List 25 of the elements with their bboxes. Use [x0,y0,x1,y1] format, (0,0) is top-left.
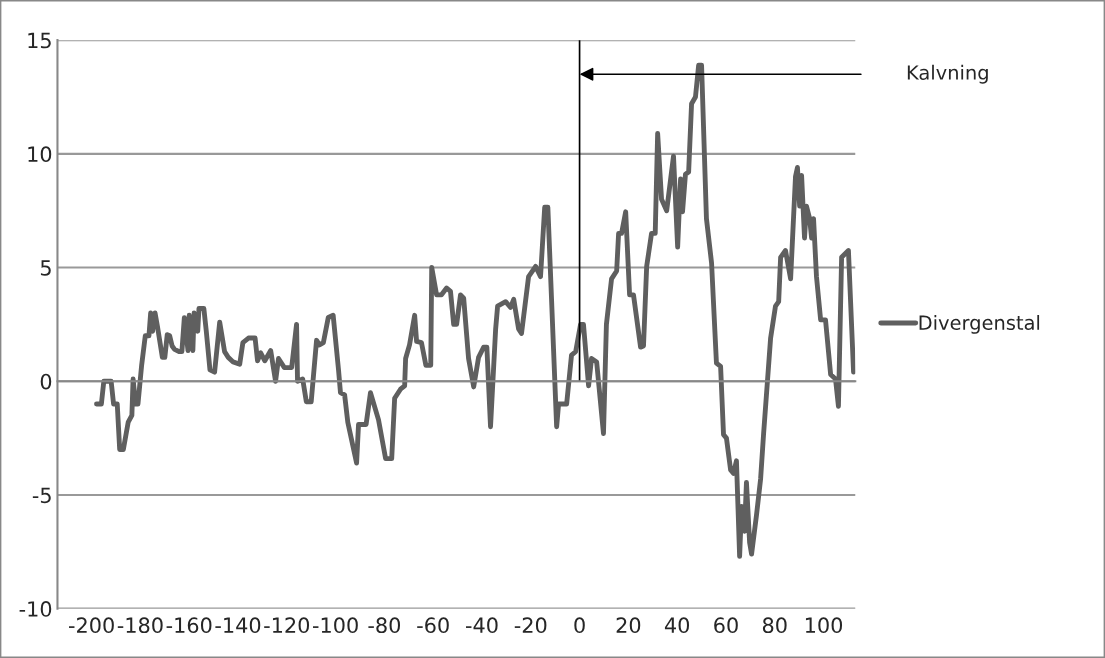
y-tick-label: 5 [40,260,51,276]
x-tick-label: -200 [68,617,114,634]
x-tick-label: -60 [417,617,449,634]
y-tick-label: -5 [32,487,51,504]
line-series [94,62,856,559]
y-tick-label: 0 [40,373,52,390]
legend-label: Divergenstal [919,314,1040,334]
x-tick-label: -100 [312,617,358,634]
x-tick-label: 40 [664,617,690,634]
ref-line-label: Kalvning [907,64,988,84]
x-tick-label: 0 [574,617,585,634]
x-tick-label: 60 [714,617,738,634]
x-tick-label: -140 [215,617,261,634]
x-tick-label: 100 [805,617,843,634]
x-tick-label: 20 [616,617,641,634]
y-tick-label: 10 [28,146,52,163]
y-tick-label: 15 [28,32,51,49]
x-tick-label: -40 [465,617,498,634]
x-tick-label: -120 [264,617,310,634]
x-tick-label: -20 [514,617,547,634]
x-tick-label: -180 [117,617,163,634]
y-tick-label: -10 [19,601,52,617]
x-tick-label: -160 [166,617,212,634]
x-tick-label: 80 [762,617,787,634]
x-tick-label: -80 [368,617,401,634]
